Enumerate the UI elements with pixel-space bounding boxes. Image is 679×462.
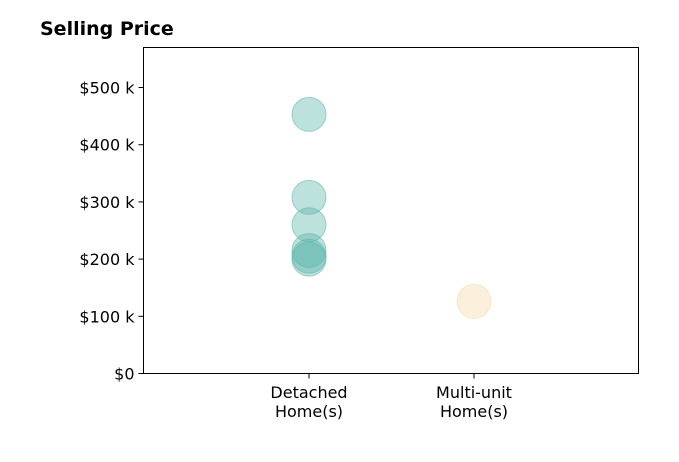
data-point [456, 283, 492, 319]
y-tick-label: $200 k [79, 250, 135, 269]
y-tick-label: $100 k [79, 307, 135, 326]
y-tick-label: $0 [114, 365, 134, 384]
x-tick-label: Detached Home(s) [270, 383, 347, 421]
chart-title: Selling Price [40, 18, 174, 40]
plot-frame [143, 47, 639, 374]
y-tick-label: $300 k [79, 193, 135, 212]
x-tick-label: Multi-unit Home(s) [436, 383, 512, 421]
x-axis: Detached Home(s) Multi-unit Home(s) [270, 373, 512, 421]
data-point [291, 241, 327, 277]
y-tick-label: $500 k [79, 79, 135, 98]
y-tick-label: $400 k [79, 136, 135, 155]
data-points [291, 96, 492, 319]
y-axis: $0 $100 k $200 k $300 k $400 k $500 k [79, 79, 144, 384]
data-point [291, 96, 327, 132]
data-point [291, 179, 327, 215]
